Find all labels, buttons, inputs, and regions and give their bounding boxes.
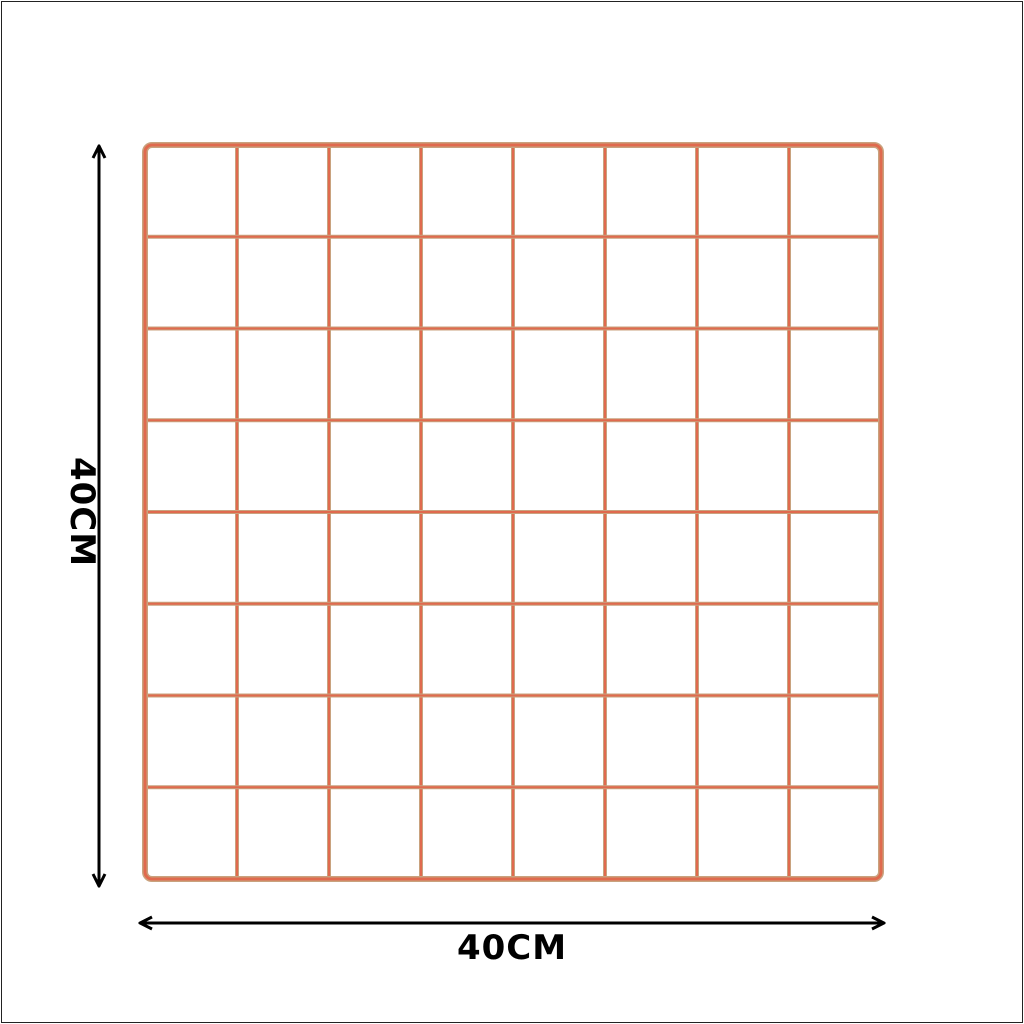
height-label: 40CM xyxy=(62,456,102,568)
grid-frame-inner xyxy=(143,143,883,881)
width-label: 40CM xyxy=(456,928,568,968)
